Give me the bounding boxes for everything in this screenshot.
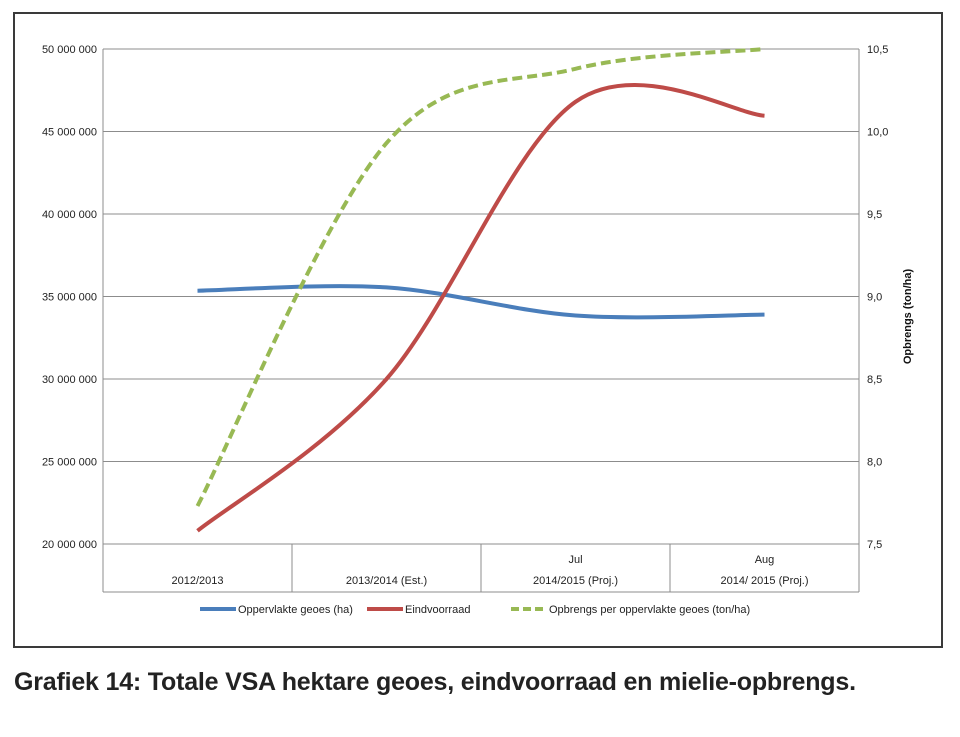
- legend-label: Oppervlakte geoes (ha): [238, 604, 353, 616]
- category-label-top: Jul: [568, 554, 582, 566]
- chart-svg: 20 000 000 25 000 000 30 000 000 35 000 000…: [42, 44, 914, 616]
- series-line-3: [195, 47, 765, 507]
- y-left-tick-label: 20 000 000: [42, 539, 97, 551]
- y-right-tick-label: 8,5: [867, 374, 882, 386]
- y-right-tick-label: 10,0: [867, 127, 888, 139]
- y-right-axis-title: Opbrengs (ton/ha): [902, 269, 914, 365]
- y-left-tick-label: 25 000 000: [42, 457, 97, 469]
- category-label: 2013/2014 (Est.): [346, 575, 427, 587]
- category-label-top: Aug: [755, 554, 775, 566]
- y-right-tick-label: 8,0: [867, 457, 882, 469]
- legend-label: Eindvoorraad: [405, 604, 470, 616]
- y-right-tick-label: 9,0: [867, 292, 882, 304]
- category-label: 2014/2015 (Proj.): [533, 575, 618, 587]
- y-right-tick-label: 10,5: [867, 44, 888, 56]
- series-line-2: [196, 83, 765, 533]
- series-line-1: [197, 284, 765, 320]
- y-right-tick-label: 7,5: [867, 539, 882, 551]
- legend-label: Opbrengs per oppervlakte geoes (ton/ha): [549, 604, 750, 616]
- y-left-tick-label: 45 000 000: [42, 127, 97, 139]
- figure-caption: Grafiek 14: Totale VSA hektare geoes, ei…: [14, 668, 856, 696]
- y-left-tick-label: 50 000 000: [42, 44, 97, 56]
- category-label: 2014/ 2015 (Proj.): [720, 575, 808, 587]
- y-left-tick-label: 35 000 000: [42, 292, 97, 304]
- y-left-tick-label: 40 000 000: [42, 209, 97, 221]
- chart-frame: 20 000 000 25 000 000 30 000 000 35 000 000…: [13, 12, 943, 648]
- y-left-tick-label: 30 000 000: [42, 374, 97, 386]
- category-label: 2012/2013: [172, 575, 224, 587]
- y-right-tick-label: 9,5: [867, 209, 882, 221]
